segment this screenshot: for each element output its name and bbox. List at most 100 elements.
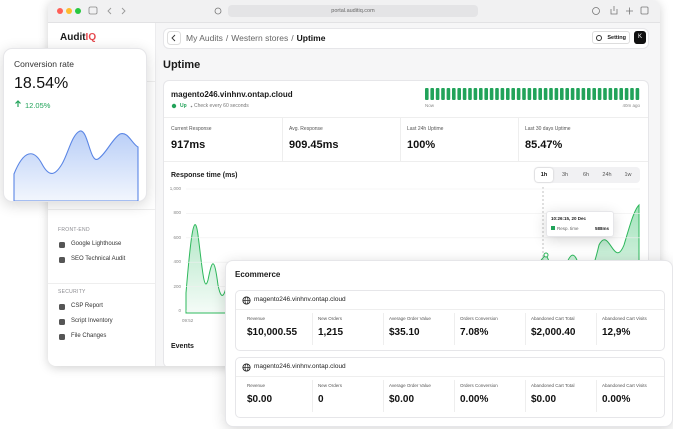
uptime-bar [484, 88, 488, 100]
range-tabs: 1h 3h 6h 24h 1w [534, 167, 640, 183]
x-tick-label: 09:52 [182, 318, 194, 323]
breadcrumb: My Audits / Western stores / Uptime [186, 33, 328, 43]
conversion-card: Conversion rate 18.54% 12.05% [3, 48, 147, 202]
nav-item[interactable]: Script Inventory [71, 318, 113, 324]
range-tab[interactable]: 6h [582, 172, 590, 178]
breadcrumb-item: / [291, 33, 294, 43]
range-tab[interactable]: 24h [602, 172, 612, 178]
metric-divider [454, 380, 455, 412]
stat-divider [400, 118, 401, 161]
status: Up [180, 103, 187, 109]
stat-value: 909.45ms [289, 139, 339, 151]
tooltip-swatch [551, 226, 555, 230]
uptime-bar [565, 88, 569, 100]
uptime-bar [430, 88, 434, 100]
range-tab[interactable]: 1w [624, 172, 632, 178]
check-interval: Check every 60 seconds [194, 103, 249, 109]
bars-end: 40m ago [622, 103, 640, 108]
logo-text: Audit [60, 32, 86, 43]
uptime-bar [549, 88, 553, 100]
uptime-bar [619, 88, 623, 100]
metric-divider [596, 313, 597, 345]
nav-item[interactable]: CSP Report [71, 303, 103, 309]
breadcrumb-item[interactable]: Western stores [231, 33, 289, 43]
uptime-bar [533, 88, 537, 100]
uptime-bar [468, 88, 472, 100]
stat-label: Last 30 days Uptime [525, 126, 571, 132]
ecommerce-title: Ecommerce [235, 270, 281, 279]
uptime-bar [506, 88, 510, 100]
metric-value: $10,000.55 [247, 327, 298, 338]
uptime-bar [614, 88, 618, 100]
bars-start: Now [425, 103, 435, 108]
stat-divider [518, 118, 519, 161]
logo-accent: IQ [85, 32, 97, 43]
avatar[interactable]: K [634, 31, 646, 44]
events-title: Events [171, 343, 194, 350]
divider [236, 376, 664, 377]
page-title: Uptime [163, 59, 201, 71]
breadcrumb-item: Uptime [296, 33, 326, 43]
range-tab[interactable]: 3h [561, 172, 569, 178]
tooltip-label: Resp. time [557, 226, 579, 231]
metric-value: 12,9% [602, 327, 631, 338]
store-card: magento246.vinhnv.ontap.cloud Revenue $0.0… [235, 357, 665, 418]
uptime-bar [581, 88, 586, 100]
metric-value: 7.08% [460, 327, 489, 338]
window-controls [57, 6, 649, 15]
uptime-bar [435, 88, 440, 100]
nav-icon [59, 334, 65, 340]
nav-section: SECURITY [58, 289, 86, 295]
store-host: magento246.vinhnv.ontap.cloud [254, 296, 346, 303]
uptime-bar [527, 88, 532, 100]
metric-label: Orders Conversion [460, 383, 498, 388]
range-tab[interactable]: 1h [535, 168, 553, 182]
uptime-bar [479, 88, 483, 100]
setting-button[interactable]: Setting [592, 31, 630, 44]
metric-value: $0.00 [531, 394, 557, 405]
stat-value: 917ms [171, 139, 206, 151]
nav-icon [59, 257, 65, 263]
uptime-bar [473, 88, 478, 100]
uptime-bar [587, 88, 591, 100]
y-tick-label: 600 [173, 234, 181, 240]
uptime-bar [543, 88, 548, 100]
conversion-change: 12.05% [25, 101, 51, 110]
nav-icon [59, 304, 65, 310]
metric-value: 0 [318, 394, 324, 405]
stat-label: Avg. Response [289, 126, 323, 132]
uptime-bar [500, 88, 505, 100]
uptime-bar [570, 88, 575, 100]
nav-item[interactable]: Google Lighthouse [71, 241, 122, 247]
breadcrumb-item: / [225, 33, 229, 43]
uptime-bar [446, 88, 451, 100]
metric-value: $2,000.40 [531, 327, 576, 338]
icon-shape [59, 334, 65, 340]
icon-shape [59, 304, 65, 310]
ecommerce-card: Ecommerce magento246.vinhnv.ontap.cloud R… [225, 260, 673, 427]
y-tick-label: 1,000 [169, 186, 181, 191]
uptime-bar [560, 88, 564, 100]
metric-divider [525, 380, 526, 412]
up-arrow [15, 100, 21, 107]
metric-label: Revenue [247, 383, 266, 388]
divider [236, 309, 664, 310]
store-host: magento246.vinhnv.ontap.cloud [254, 363, 346, 370]
nav-item[interactable]: File Changes [71, 333, 107, 339]
title-bar: portal.auditiq.com [48, 0, 660, 23]
stat-label: Current Response [171, 126, 212, 132]
url-bar[interactable]: portal.auditiq.com [228, 5, 478, 17]
uptime-bar [576, 88, 580, 100]
tooltip-value: 588ms [594, 226, 609, 231]
nav-section: FRONT-END [58, 227, 90, 233]
uptime-bar [624, 88, 629, 100]
metric-label: Orders Conversion [460, 316, 498, 321]
breadcrumb-item[interactable]: My Audits [186, 33, 223, 43]
uptime-bar [425, 88, 429, 100]
metric-divider [383, 313, 384, 345]
uptime-bar [441, 88, 445, 100]
stat-value: 85.47% [525, 139, 563, 151]
nav-icon [59, 242, 65, 248]
back-button[interactable] [167, 31, 181, 45]
nav-item[interactable]: SEO Technical Audit [71, 256, 126, 262]
